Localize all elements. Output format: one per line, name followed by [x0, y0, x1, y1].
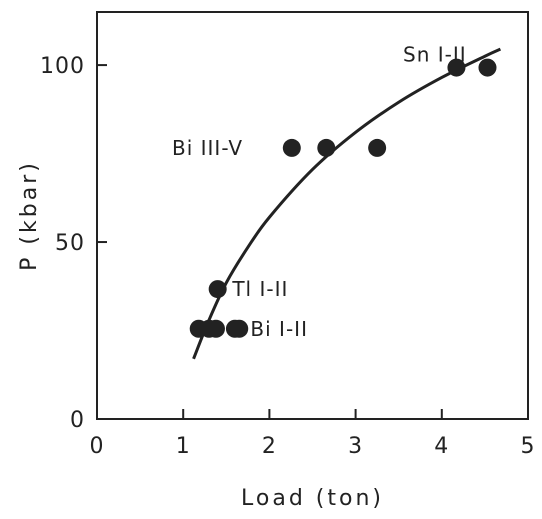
- data-point: [317, 138, 336, 157]
- data-points-layer: [189, 58, 497, 338]
- data-point: [282, 138, 301, 157]
- x-tick-label: 4: [434, 434, 449, 459]
- y-axis-label: P (kbar): [17, 160, 42, 271]
- data-point: [447, 58, 466, 77]
- data-point: [478, 58, 497, 77]
- data-point: [206, 319, 225, 338]
- y-tick-label: 50: [55, 231, 85, 256]
- phase-transition-label: Bi III-V: [172, 136, 243, 160]
- plot-frame: [96, 11, 529, 420]
- data-point: [368, 138, 387, 157]
- phase-transition-label: Sn I-II: [403, 42, 467, 66]
- data-point: [230, 319, 249, 338]
- data-point: [208, 280, 227, 299]
- phase-transition-label: Bi I-II: [250, 317, 308, 341]
- y-tick-label: 100: [40, 54, 85, 79]
- fit-curve-layer: [192, 47, 502, 360]
- x-axis-label: Load (ton): [241, 486, 384, 511]
- x-tick-label: 3: [348, 434, 363, 459]
- y-tick-label: 0: [70, 408, 85, 433]
- x-tick-label: 1: [176, 434, 191, 459]
- phase-transition-label: Tl I-II: [231, 277, 288, 301]
- fit-curve: [192, 47, 502, 360]
- x-tick-label: 2: [262, 434, 277, 459]
- x-tick-label: 5: [521, 434, 536, 459]
- x-tick-label: 0: [90, 434, 105, 459]
- annotation-layer: Sn I-II Bi III-V Tl I-II Bi I-II: [172, 42, 467, 341]
